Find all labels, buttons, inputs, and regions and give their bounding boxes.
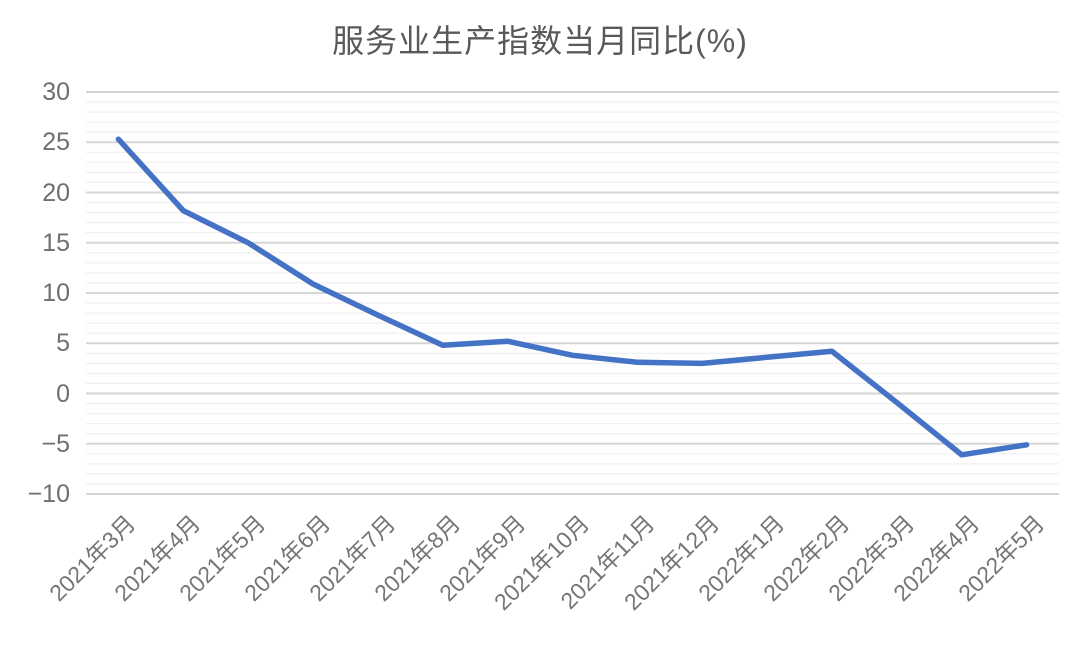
y-tick-label: 20 <box>42 179 70 207</box>
y-tick-label: 30 <box>42 78 70 106</box>
y-tick-label: 0 <box>56 380 70 408</box>
y-tick-label: −10 <box>27 480 70 508</box>
series-line <box>115 136 1030 458</box>
chart-title: 服务业生产指数当月同比(%) <box>332 23 748 59</box>
y-tick-label: 10 <box>42 279 70 307</box>
y-tick-label: 5 <box>56 329 70 357</box>
y-tick-label: −5 <box>41 430 70 458</box>
y-tick-label: 15 <box>42 229 70 257</box>
y-tick-label: 25 <box>42 128 70 156</box>
